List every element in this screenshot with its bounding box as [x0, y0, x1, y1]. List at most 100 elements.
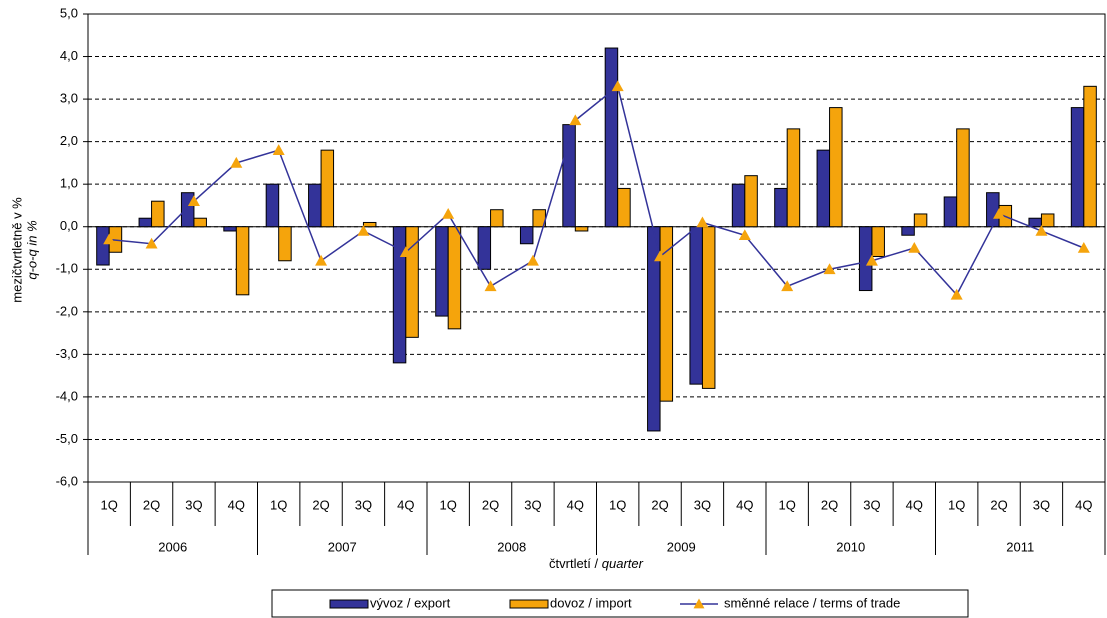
line-marker: [823, 263, 836, 275]
bar: [447, 226, 462, 330]
x-tick-label: 2Q: [821, 497, 838, 512]
bar: [943, 196, 958, 228]
bar: [901, 226, 915, 236]
year-label: 2011: [1006, 539, 1034, 554]
year-label: 2006: [158, 539, 187, 554]
x-tick-label: 1Q: [948, 497, 965, 512]
y-tick-label: 4,0: [60, 48, 78, 63]
bar: [1070, 107, 1085, 228]
bar: [477, 226, 492, 270]
line-marker: [230, 156, 243, 168]
x-tick-label: 2Q: [651, 497, 668, 512]
bar: [362, 221, 377, 228]
x-tick-label: 1Q: [101, 497, 118, 512]
bar: [744, 175, 758, 228]
y-tick-label: -3,0: [56, 346, 78, 361]
y-tick-label: -2,0: [56, 303, 78, 318]
line-marker: [399, 246, 412, 258]
line-marker: [272, 144, 285, 155]
bar: [1040, 213, 1055, 228]
x-tick-label: 2Q: [482, 497, 499, 512]
bar: [774, 187, 788, 228]
legend-label: směnné relace / terms of trade: [724, 595, 900, 610]
bar: [701, 226, 716, 389]
x-axis-label: čtvrtletí / quarter: [549, 556, 644, 571]
bar: [816, 149, 831, 228]
bar: [138, 217, 153, 228]
line-marker: [654, 250, 667, 262]
line-marker: [442, 207, 455, 219]
line-marker: [484, 280, 497, 292]
x-tick-label: 4Q: [736, 497, 753, 512]
bar: [308, 183, 322, 228]
line-marker: [993, 207, 1006, 219]
year-label: 2010: [836, 539, 865, 554]
x-tick-label: 1Q: [609, 497, 626, 512]
bar: [617, 187, 631, 228]
line-marker: [315, 254, 328, 266]
line-marker: [526, 254, 539, 266]
year-label: 2008: [497, 539, 526, 554]
y-tick-label: -5,0: [56, 431, 78, 446]
bar: [490, 209, 504, 228]
x-tick-label: 3Q: [355, 497, 372, 512]
line-marker: [569, 114, 582, 126]
line-marker: [611, 80, 624, 92]
legend-marker: [693, 598, 705, 609]
bar: [913, 213, 928, 228]
bar: [1028, 217, 1042, 228]
x-tick-label: 2Q: [143, 497, 160, 512]
year-label: 2009: [667, 539, 696, 554]
bar: [435, 226, 449, 317]
bar: [689, 226, 703, 385]
line-marker: [1077, 242, 1090, 253]
y-tick-label: 2,0: [60, 133, 78, 148]
legend-label: vývoz / export: [370, 595, 451, 610]
line-marker: [696, 216, 709, 228]
y-tick-label: 5,0: [60, 5, 78, 20]
bar: [235, 226, 250, 296]
line-marker: [145, 237, 158, 249]
line-marker: [187, 195, 200, 206]
y-tick-label: -6,0: [56, 473, 78, 488]
x-tick-label: 4Q: [567, 497, 584, 512]
y-tick-label: -4,0: [56, 388, 78, 403]
y-tick-label: 3,0: [60, 91, 78, 106]
bar: [604, 47, 619, 228]
bar: [180, 192, 195, 228]
bar: [871, 226, 885, 258]
x-axis-label-text: čtvrtletí /: [549, 556, 599, 571]
y-axis-label: q-o-q in %: [24, 220, 39, 279]
x-tick-label: 1Q: [270, 497, 287, 512]
y-tick-label: -1,0: [56, 261, 78, 276]
x-tick-label: 3Q: [524, 497, 541, 512]
bar: [96, 226, 110, 266]
bar: [320, 149, 335, 228]
bar: [829, 107, 843, 228]
bar: [278, 226, 292, 262]
x-tick-label: 2Q: [312, 497, 329, 512]
x-tick-label: 3Q: [863, 497, 880, 512]
x-tick-label: 4Q: [906, 497, 923, 512]
line-marker: [738, 229, 751, 241]
legend-box: [271, 589, 969, 618]
line-marker: [908, 242, 921, 253]
line: [109, 85, 1085, 297]
y-tick-label: 1,0: [60, 176, 78, 191]
line-marker: [865, 254, 878, 266]
line-marker: [781, 280, 794, 292]
y-axis-label: mezičtvrtletně v %: [9, 197, 24, 303]
bar: [574, 226, 589, 232]
bar: [265, 183, 280, 228]
bar: [193, 217, 207, 228]
bar: [519, 226, 534, 245]
bar: [223, 226, 237, 232]
bar: [956, 128, 970, 228]
legend-swatch: [509, 599, 549, 609]
x-tick-label: 3Q: [185, 497, 202, 512]
x-tick-label: 4Q: [1075, 497, 1092, 512]
year-label: 2007: [328, 539, 357, 554]
x-tick-label: 1Q: [779, 497, 796, 512]
x-tick-label: 1Q: [440, 497, 457, 512]
